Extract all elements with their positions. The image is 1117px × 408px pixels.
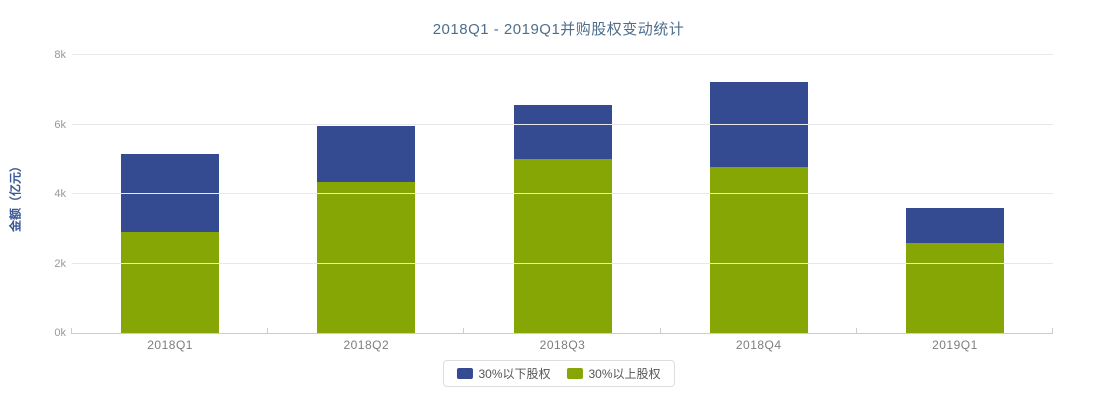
- x-axis-label-2018Q4: 2018Q4: [735, 338, 782, 352]
- y-tick-label: 0k: [54, 327, 66, 339]
- legend-label: 30%以下股权: [478, 367, 551, 381]
- chart-title: 2018Q1 - 2019Q1并购股权变动统计: [432, 21, 685, 38]
- bar-segment-2019Q1-30%以下股权[interactable]: [905, 207, 1004, 243]
- bar-stack-2019Q1: [905, 55, 1004, 333]
- gridline-4k: [72, 193, 1053, 194]
- gridline-6k: [72, 123, 1053, 125]
- legend-swatch-icon: [456, 368, 473, 379]
- y-tick-label: 8k: [54, 49, 66, 61]
- bar-segment-2018Q2-30%以下股权[interactable]: [317, 126, 416, 182]
- bar-segment-2018Q3-30%以下股权[interactable]: [513, 105, 612, 160]
- category-band-2018Q4: [661, 55, 857, 333]
- bar-stack-2018Q1: [121, 55, 220, 333]
- legend-item-30%以上股权[interactable]: 30%以上股权: [566, 365, 661, 382]
- x-axis-label-2019Q1: 2019Q1: [932, 338, 978, 352]
- x-axis-tick: [463, 328, 465, 334]
- gridline-8k: [72, 54, 1053, 55]
- y-tick-label: 4k: [54, 188, 66, 200]
- y-tick-label: 2k: [54, 257, 66, 270]
- x-axis-tick: [1052, 328, 1053, 334]
- bar-segment-2018Q1-30%以上股权[interactable]: [121, 232, 220, 333]
- plot-area: [71, 54, 1053, 334]
- legend-item-30%以下股权[interactable]: 30%以下股权: [456, 365, 551, 382]
- legend-swatch-icon: [566, 368, 583, 379]
- bar-stack-2018Q4: [709, 55, 808, 333]
- category-band-2018Q1: [72, 55, 268, 333]
- y-tick-label: 6k: [54, 118, 66, 131]
- bar-series-area: [72, 55, 1053, 333]
- y-axis-title: 金额（亿元）: [8, 159, 23, 233]
- bar-segment-2019Q1-30%以上股权[interactable]: [905, 243, 1004, 333]
- category-band-2018Q2: [268, 55, 464, 333]
- gridline-2k: [72, 262, 1053, 264]
- x-axis-label-2018Q3: 2018Q3: [539, 338, 586, 352]
- x-axis-labels: 2018Q1 2018Q2 2018Q3 2018Q4 2019Q1: [72, 338, 1053, 352]
- bar-stack-2018Q3: [513, 55, 612, 333]
- x-axis-tick: [855, 328, 857, 334]
- bar-stack-2018Q2: [317, 55, 416, 333]
- legend-label: 30%以上股权: [588, 367, 661, 381]
- bar-segment-2018Q3-30%以上股权[interactable]: [513, 159, 612, 333]
- category-band-2018Q3: [464, 55, 660, 333]
- x-axis-tick: [659, 328, 661, 334]
- bar-segment-2018Q4-30%以上股权[interactable]: [709, 166, 808, 333]
- x-axis-tick: [71, 328, 72, 334]
- category-band-2019Q1: [857, 55, 1053, 333]
- x-axis-label-2018Q2: 2018Q2: [343, 338, 390, 352]
- bar-segment-2018Q2-30%以上股权[interactable]: [317, 181, 416, 333]
- x-axis-tick: [267, 328, 269, 334]
- legend: 30%以下股权 30%以上股权: [442, 360, 675, 387]
- x-axis-label-2018Q1: 2018Q1: [147, 338, 193, 352]
